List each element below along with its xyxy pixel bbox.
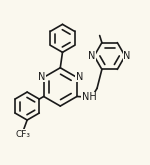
Text: N: N	[123, 51, 131, 61]
Text: N: N	[38, 72, 45, 82]
Text: CF₃: CF₃	[16, 130, 31, 139]
Text: N: N	[75, 72, 83, 82]
Text: NH: NH	[82, 92, 96, 102]
Text: N: N	[88, 51, 96, 61]
